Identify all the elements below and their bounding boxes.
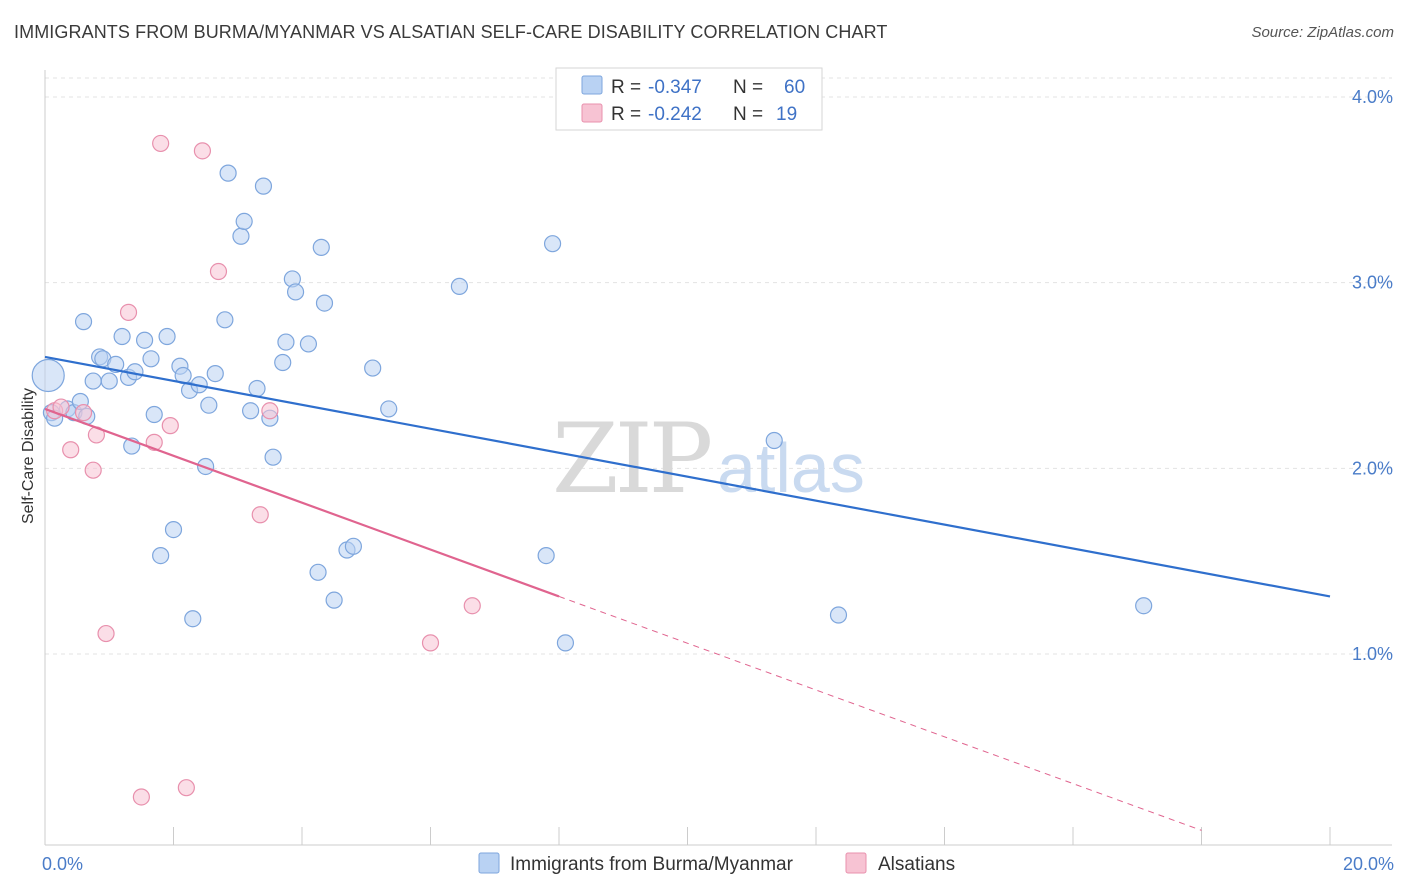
data-point-blue (232, 227, 250, 245)
data-point-pink (251, 506, 269, 524)
data-point-pink (177, 779, 195, 797)
data-point-blue (1135, 597, 1153, 615)
y-tick-label: 2.0% (1352, 458, 1393, 478)
data-point-blue (765, 431, 783, 450)
data-point-pink (132, 788, 150, 806)
data-point-pink (463, 597, 481, 615)
data-point-blue (206, 365, 224, 383)
stats-r-label: R = (611, 77, 641, 98)
watermark-atlas: atlas (717, 429, 865, 507)
data-point-blue (142, 350, 160, 368)
chart-title: IMMIGRANTS FROM BURMA/MYANMAR VS ALSATIA… (14, 22, 888, 42)
data-point-blue (277, 333, 295, 351)
data-point-blue (254, 177, 273, 195)
y-tick-label: 3.0% (1352, 273, 1393, 293)
stats-r-value: -0.242 (648, 104, 702, 125)
data-point-blue (380, 400, 398, 418)
data-point-pink (97, 624, 115, 643)
watermark-zip: ZIP (552, 403, 711, 515)
legend-swatch-blue (478, 852, 500, 874)
grid-lines (45, 77, 1392, 655)
data-point-blue (145, 405, 163, 424)
data-point-blue (315, 294, 334, 312)
data-point-blue (235, 212, 253, 230)
data-point-blue (200, 396, 218, 414)
bottom-legend: Immigrants from Burma/Myanmar Alsatians (478, 852, 955, 875)
data-point-blue (537, 546, 555, 565)
data-points (31, 134, 1153, 806)
data-point-blue (100, 372, 118, 390)
stats-n-label: N = (733, 77, 763, 98)
data-point-blue (184, 610, 202, 628)
data-point-pink (261, 402, 279, 420)
stats-r-label: R = (611, 104, 641, 125)
data-point-blue (31, 358, 65, 393)
data-point-blue (113, 327, 131, 346)
stats-swatch-pink (581, 103, 603, 123)
stats-legend: R = -0.347 N = 60 R = -0.242 N = 19 (555, 67, 823, 131)
x-tick-label: 20.0% (1343, 854, 1394, 874)
trend-line-blue (44, 355, 1331, 598)
data-point-pink (74, 404, 93, 422)
trend-line-pink-extension (558, 595, 1202, 831)
data-point-blue (242, 402, 260, 420)
data-point-blue (556, 634, 575, 652)
data-point-pink (152, 134, 170, 153)
stats-n-label: N = (733, 104, 763, 125)
y-axis-title: Self-Care Disability (20, 388, 37, 524)
trend-lines (44, 355, 1331, 831)
data-point-blue (164, 521, 183, 539)
data-point-blue (309, 563, 327, 581)
data-point-blue (274, 353, 292, 372)
trend-line-pink (44, 407, 560, 598)
data-point-pink (193, 142, 212, 160)
data-point-blue (152, 546, 170, 565)
data-point-blue (135, 331, 154, 349)
data-point-blue (286, 283, 305, 301)
data-point-blue (364, 359, 382, 377)
y-axis-tick-labels: 1.0% 2.0% 3.0% 4.0% (1352, 87, 1393, 664)
data-point-pink (62, 441, 80, 459)
data-point-blue (543, 235, 562, 253)
data-point-blue (450, 277, 469, 295)
data-point-blue (264, 448, 282, 466)
legend-swatch-pink (845, 852, 867, 874)
data-point-blue (74, 313, 93, 331)
data-point-blue (158, 327, 176, 346)
data-point-pink (84, 461, 102, 479)
x-tick-label: 0.0% (42, 854, 83, 874)
data-point-blue (344, 537, 362, 555)
data-point-blue (219, 164, 237, 182)
legend-label: Immigrants from Burma/Myanmar (510, 854, 794, 875)
data-point-blue (84, 372, 102, 390)
data-point-blue (829, 606, 848, 624)
y-tick-label: 4.0% (1352, 87, 1393, 107)
data-point-blue (312, 238, 330, 256)
stats-r-value: -0.347 (648, 77, 702, 98)
axes (44, 70, 1392, 846)
data-point-blue (299, 335, 318, 353)
watermark: ZIP atlas (552, 403, 865, 515)
stats-swatch-blue (581, 75, 603, 95)
source-credit: Source: ZipAtlas.com (1251, 24, 1394, 41)
data-point-pink (421, 634, 440, 652)
x-axis-tick-labels: 0.0% 20.0% (42, 854, 1394, 874)
stats-n-value: 19 (776, 104, 797, 125)
data-point-blue (216, 311, 234, 329)
data-point-pink (161, 417, 179, 435)
legend-label: Alsatians (878, 854, 955, 875)
y-tick-label: 1.0% (1352, 644, 1393, 664)
data-point-blue (248, 379, 266, 398)
data-point-pink (209, 262, 228, 281)
data-point-blue (325, 591, 343, 609)
data-point-pink (119, 303, 138, 321)
stats-n-value: 60 (784, 77, 805, 98)
